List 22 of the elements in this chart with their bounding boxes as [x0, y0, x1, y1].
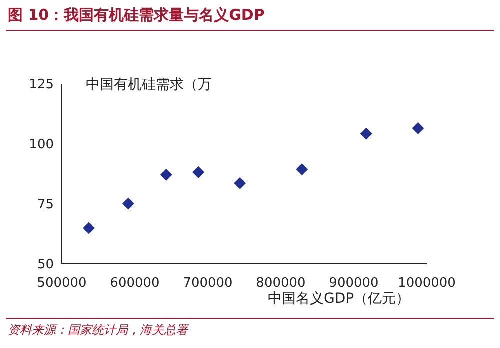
point [160, 168, 172, 181]
x-tick-label: 1000000 [398, 276, 456, 292]
x-tick-label: 600000 [110, 276, 160, 292]
point [234, 177, 246, 190]
x-tick-label: 700000 [183, 276, 233, 292]
point [83, 222, 96, 234]
point [412, 122, 424, 134]
y-tick-label: 50 [37, 258, 54, 273]
x-tick-label: 900000 [329, 276, 379, 292]
chart-title: 图 10：我国有机硅需求量与名义GDP [8, 6, 265, 25]
y-tick-label: 75 [37, 198, 54, 213]
point [122, 198, 134, 210]
y-axis-title: 中国有机硅需求（万 [86, 76, 212, 94]
y-tick-label: 100 [29, 138, 54, 153]
x-tick-label: 500000 [37, 276, 87, 292]
y-tick-label: 125 [29, 78, 54, 93]
text: 资料来源：国家统计局，海关总署 [8, 322, 188, 339]
x-tick-label: 800000 [256, 276, 306, 292]
point [192, 166, 205, 178]
point [360, 128, 372, 140]
x-axis-title: 中国名义GDP（亿元） [268, 290, 410, 308]
point [296, 163, 308, 176]
